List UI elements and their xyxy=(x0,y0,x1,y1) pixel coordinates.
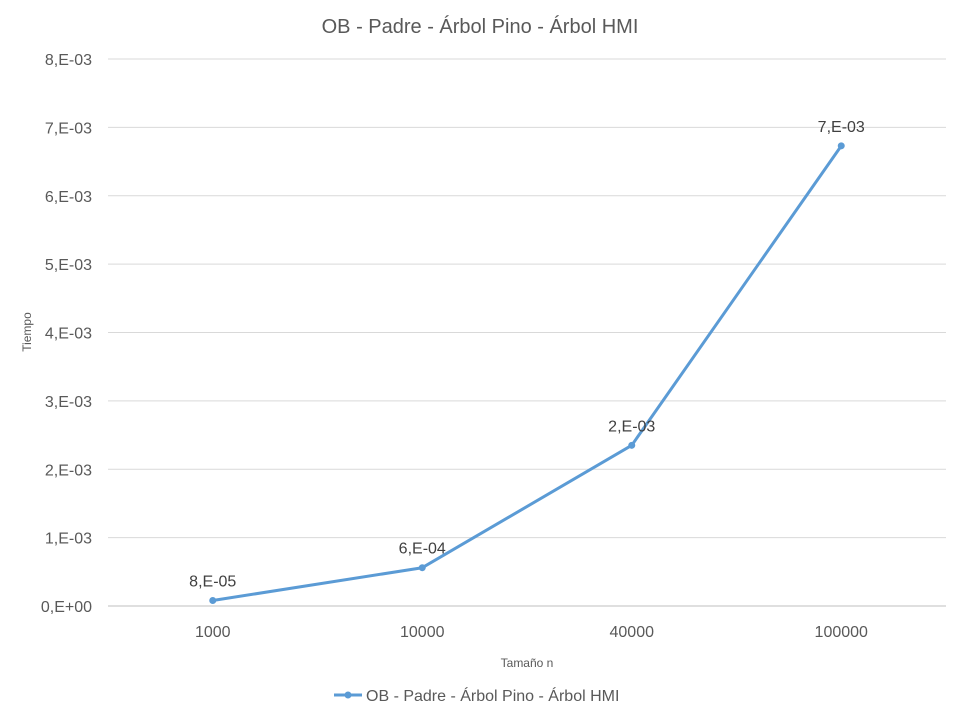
y-axis-label: Tiempo xyxy=(20,312,34,352)
x-tick-label: 100000 xyxy=(815,624,868,641)
x-axis-label: Tamaño n xyxy=(501,656,554,670)
x-tick-label: 10000 xyxy=(400,624,445,641)
x-tick-label: 1000 xyxy=(195,624,231,641)
data-label: 6,E-04 xyxy=(399,541,446,558)
data-point xyxy=(628,441,636,449)
data-point xyxy=(209,597,217,605)
data-label: 7,E-03 xyxy=(818,119,865,136)
y-tick-label: 2,E-03 xyxy=(45,462,92,479)
legend-marker xyxy=(344,691,352,699)
chart-title: OB - Padre - Árbol Pino - Árbol HMI xyxy=(322,15,639,38)
x-axis-ticks: 1000 10000 40000 100000 xyxy=(195,624,868,641)
x-tick-label: 40000 xyxy=(610,624,655,641)
y-tick-label: 6,E-03 xyxy=(45,189,92,206)
data-label: 8,E-05 xyxy=(189,574,236,591)
series-line xyxy=(211,144,843,603)
data-labels: 8,E-05 6,E-04 2,E-03 7,E-03 xyxy=(189,119,865,591)
y-axis-ticks: 0,E+00 1,E-03 2,E-03 3,E-03 4,E-03 5,E-03 6,E-… xyxy=(41,52,92,616)
data-point xyxy=(418,564,426,572)
legend: OB - Padre - Árbol Pino - Árbol HMI xyxy=(334,686,619,705)
y-tick-label: 1,E-03 xyxy=(45,531,92,548)
y-tick-label: 4,E-03 xyxy=(45,326,92,343)
y-tick-label: 7,E-03 xyxy=(45,120,92,137)
legend-entry: OB - Padre - Árbol Pino - Árbol HMI xyxy=(366,686,619,705)
y-tick-label: 5,E-03 xyxy=(45,257,92,274)
series-group xyxy=(209,142,845,605)
data-label: 2,E-03 xyxy=(608,418,655,435)
y-tick-label: 8,E-03 xyxy=(45,52,92,69)
gridlines xyxy=(108,58,946,607)
data-point xyxy=(837,142,845,150)
y-tick-label: 0,E+00 xyxy=(41,599,92,616)
y-tick-label: 3,E-03 xyxy=(45,394,92,411)
